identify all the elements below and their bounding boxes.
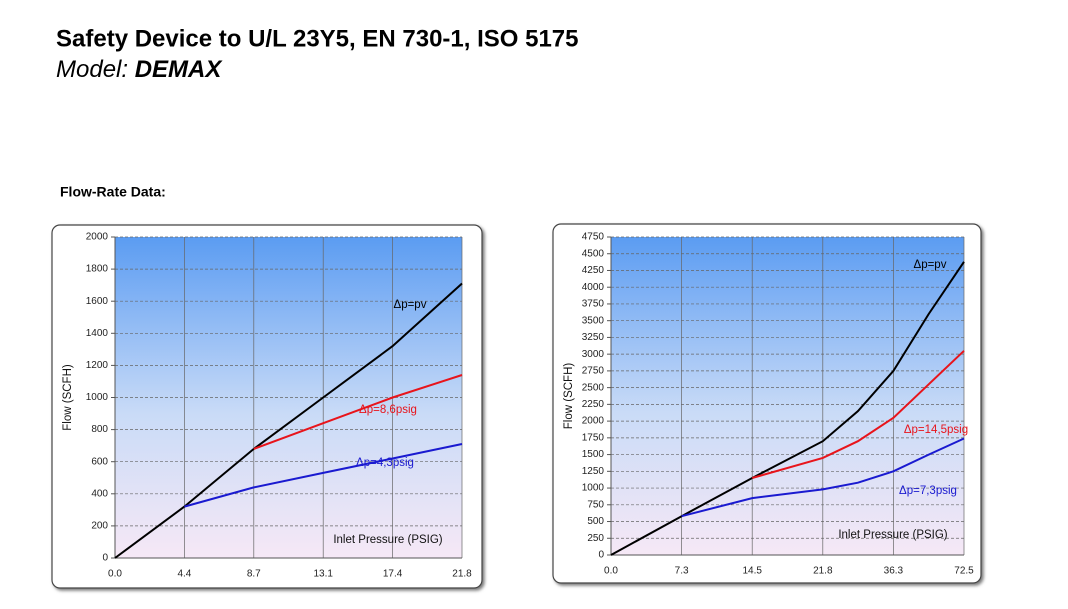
x-tick-label: 0.0	[108, 569, 122, 580]
subtitle: Model: DEMAX	[56, 56, 223, 83]
y-tick-label: 4250	[582, 265, 605, 276]
x-tick-label: 0.0	[604, 566, 618, 577]
series-label: Δp=pv	[914, 259, 947, 271]
series-label: Δp=7,3psig	[899, 485, 957, 497]
plot-area	[611, 237, 964, 555]
y-tick-label: 3750	[582, 299, 605, 310]
y-tick-label: 1750	[582, 432, 605, 443]
y-tick-label: 1400	[86, 328, 109, 339]
y-tick-label: 600	[91, 456, 108, 467]
title: Safety Device to U/L 23Y5, EN 730-1, ISO…	[56, 25, 579, 52]
model-name: DEMAX	[135, 56, 224, 83]
y-tick-label: 3500	[582, 315, 605, 326]
y-tick-label: 2250	[582, 399, 605, 410]
y-tick-label: 4750	[582, 232, 605, 243]
x-tick-label: 7.3	[675, 566, 689, 577]
y-tick-label: 2500	[582, 382, 605, 393]
x-tick-label: 36.3	[884, 566, 904, 577]
y-tick-label: 2750	[582, 366, 605, 377]
y-axis-label: Flow (SCFH)	[563, 363, 575, 430]
y-tick-label: 500	[587, 516, 604, 527]
series-line	[610, 261, 965, 556]
x-tick-label: 14.5	[742, 566, 762, 577]
y-tick-label: 1800	[86, 264, 109, 275]
y-tick-label: 3250	[582, 332, 605, 343]
y-tick-label: 4500	[582, 248, 605, 259]
y-tick-label: 250	[587, 533, 604, 544]
y-tick-label: 4000	[582, 282, 605, 293]
y-tick-label: 200	[91, 521, 108, 532]
y-tick-label: 1600	[86, 296, 109, 307]
x-tick-label: 8.7	[247, 569, 261, 580]
y-tick-label: 1000	[86, 392, 109, 403]
series-label: Δp=14,5psig	[904, 424, 968, 436]
model-label: Model:	[56, 56, 128, 83]
y-axis-label: Flow (SCFH)	[62, 364, 74, 431]
series-line	[114, 282, 463, 559]
section-label: Flow-Rate Data:	[60, 184, 166, 200]
series-label: Δp=4,3psig	[356, 457, 414, 469]
y-tick-label: 1500	[582, 449, 605, 460]
y-tick-label: 2000	[86, 232, 109, 243]
series-line	[253, 374, 463, 450]
x-tick-label: 72.5	[954, 566, 974, 577]
y-tick-label: 0	[102, 553, 108, 564]
x-tick-label: 21.8	[452, 569, 472, 580]
series-line	[751, 350, 965, 479]
x-tick-label: 21.8	[813, 566, 833, 577]
y-tick-label: 2000	[582, 416, 605, 427]
x-tick-label: 4.4	[177, 569, 191, 580]
x-tick-label: 17.4	[383, 569, 403, 580]
series-label: Δp=8,6psig	[359, 404, 417, 416]
series-label: Δp=pv	[394, 299, 427, 311]
y-tick-label: 0	[598, 550, 604, 561]
y-tick-label: 1200	[86, 360, 109, 371]
y-tick-label: 1250	[582, 466, 605, 477]
y-tick-label: 800	[91, 424, 108, 435]
y-tick-label: 1000	[582, 483, 605, 494]
y-tick-label: 400	[91, 488, 108, 499]
x-tick-label: 13.1	[313, 569, 333, 580]
series-line	[681, 437, 965, 518]
y-tick-label: 750	[587, 499, 604, 510]
x-axis-label: Inlet Pressure (PSIG)	[838, 529, 947, 541]
x-axis-label: Inlet Pressure (PSIG)	[333, 534, 442, 546]
series-line	[184, 443, 463, 508]
y-tick-label: 3000	[582, 349, 605, 360]
